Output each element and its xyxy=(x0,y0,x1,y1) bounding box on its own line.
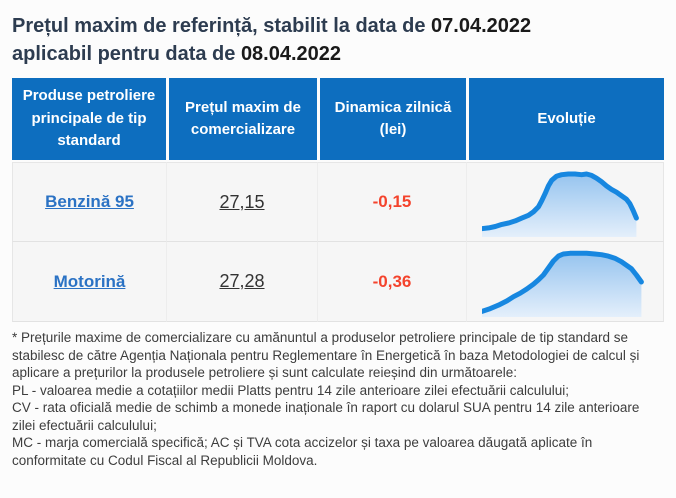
table-row-benzina-95: Benzină 95 27,15 -0,15 xyxy=(12,162,664,243)
title-line-1: Prețul maxim de referință, stabilit la d… xyxy=(12,13,664,41)
product-link-motorina[interactable]: Motorină xyxy=(53,271,126,291)
evolution-chart-container xyxy=(471,247,659,317)
fuel-price-table: Produse petroliere principale de tip sta… xyxy=(12,78,664,323)
daily-dynamic-value: -0,15 xyxy=(372,192,412,212)
page: Prețul maxim de referință, stabilit la d… xyxy=(12,13,664,469)
footnote-paragraph: PL - valoarea medie a cotațiilor medii P… xyxy=(12,382,570,398)
column-header-max-price: Prețul maxim de comercializare xyxy=(166,78,317,163)
table-row-motorina: Motorină 27,28 -0,36 xyxy=(12,242,664,323)
product-link-benzina-95[interactable]: Benzină 95 xyxy=(45,192,134,212)
footnote: * Prețurile maxime de comercializare cu … xyxy=(12,329,664,469)
title-text-1: Prețul maxim de referință, stabilit la d… xyxy=(12,15,432,37)
title-date-applicable: 08.04.2022 xyxy=(240,42,342,65)
column-header-products: Produse petroliere principale de tip sta… xyxy=(12,78,166,163)
page-title: Prețul maxim de referință, stabilit la d… xyxy=(12,13,664,68)
evolution-sparkline xyxy=(482,171,639,238)
title-date-set: 07.04.2022 xyxy=(431,15,532,37)
footnote-paragraph: CV - rata oficială medie de schimb a mon… xyxy=(12,400,640,433)
product-cell: Motorină xyxy=(12,242,166,323)
price-cell: 27,28 xyxy=(166,242,317,323)
evolution-cell xyxy=(466,242,664,323)
daily-dynamic-value: -0,36 xyxy=(372,271,412,291)
price-link-motorina[interactable]: 27,28 xyxy=(219,271,265,292)
column-header-daily-dynamic: Dinamica zilnică (lei) xyxy=(317,78,466,163)
price-cell: 27,15 xyxy=(166,162,317,243)
table-header-row: Produse petroliere principale de tip sta… xyxy=(12,78,664,163)
footnote-paragraph: * Prețurile maxime de comercializare cu … xyxy=(12,330,640,381)
footnote-paragraph: MC - marja comercială specifică; AC și T… xyxy=(12,435,593,469)
column-header-evolution: Evoluție xyxy=(466,78,664,163)
evolution-sparkline xyxy=(482,250,644,317)
product-cell: Benzină 95 xyxy=(12,162,166,243)
title-line-2: aplicabil pentru data de 08.04.2022 xyxy=(12,41,664,69)
evolution-cell xyxy=(466,162,664,243)
evolution-chart-container xyxy=(471,167,659,238)
dynamic-cell: -0,36 xyxy=(317,242,466,323)
dynamic-cell: -0,15 xyxy=(317,162,466,243)
price-link-benzina-95[interactable]: 27,15 xyxy=(219,191,265,212)
title-text-2: aplicabil pentru data de xyxy=(12,42,241,65)
